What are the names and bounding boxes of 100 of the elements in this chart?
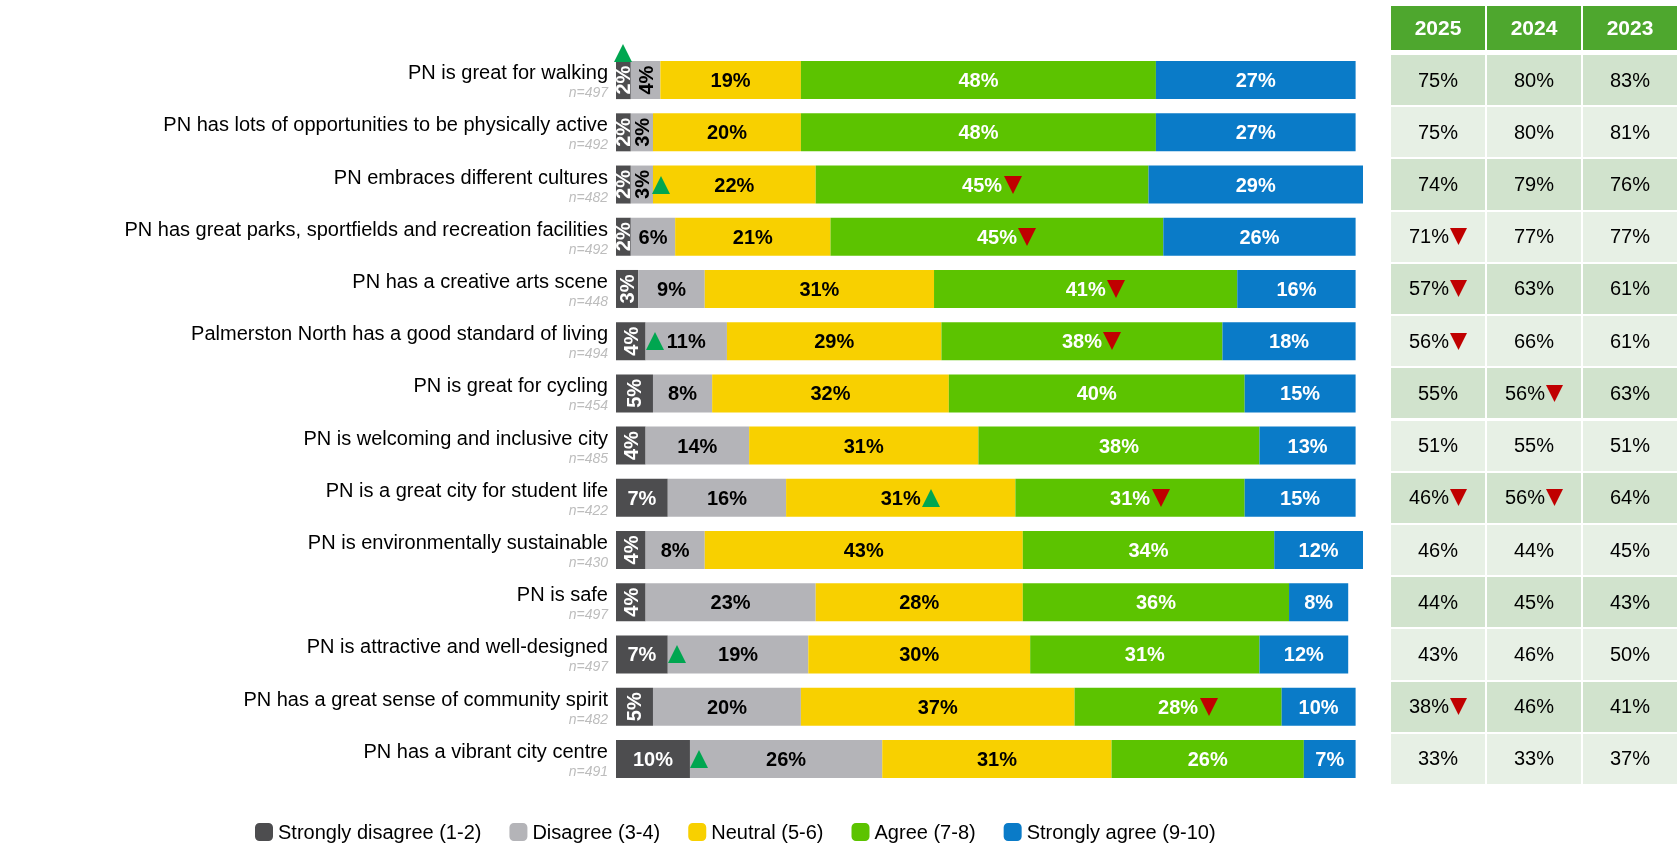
text: 45% [1609,538,1651,561]
data-label: 9% [657,277,687,300]
text: 80% [1513,120,1555,143]
text: 46% [1513,642,1555,665]
data-label: 31% [1110,486,1151,509]
data-label: 4% [634,65,657,95]
text: 33% [1513,747,1555,770]
bar [815,165,1149,204]
text: n=422 [568,501,609,518]
text: 43% [1417,642,1459,665]
bar [786,478,1016,517]
y-tick-label: PN embraces different cultures [333,165,608,188]
bar [652,687,801,726]
text: 80% [1513,68,1555,91]
data-label: 27% [1235,69,1276,92]
bar [830,217,1164,256]
bar [978,426,1260,465]
data-label: 4% [619,587,642,617]
category-label: 2025 [1391,6,1485,50]
text: 37% [1609,747,1651,770]
data-label: 16% [706,486,748,509]
bar [689,739,883,778]
legend-label: Strongly agree (9-10) [1026,821,1216,843]
text: 45% [1513,590,1555,613]
data-label: 43% [843,539,884,562]
data-label: 23% [710,591,751,614]
text: n=430 [568,554,609,571]
bar [808,635,1031,674]
y-tick-label: PN is great for walking [407,61,608,84]
bar [1155,113,1356,152]
bar [1111,739,1304,778]
bar [652,165,816,204]
bar [1148,165,1363,204]
data-label: 15% [1280,486,1321,509]
bar [704,269,935,308]
y-tick-label: PN is attractive and well-designed [306,635,608,658]
data-label: 31% [880,486,921,509]
text: 66% [1513,329,1555,352]
y-tick-label: PN is safe [516,583,608,606]
bar [882,739,1112,778]
bar [934,269,1238,308]
data-label: 5% [623,378,646,408]
bar [1222,322,1356,361]
data-label: 12% [1298,539,1339,562]
bar [1244,478,1356,517]
text: 77% [1609,225,1651,248]
text: 33% [1417,747,1459,770]
text: 63% [1513,277,1555,300]
y-tick-label: PN has great parks, sportfields and recreation facilities [124,217,608,240]
text: n=494 [568,345,609,362]
text: n=492 [568,136,609,153]
text: n=492 [568,240,609,257]
text: 76% [1609,173,1651,196]
bar [948,374,1245,413]
text: n=482 [568,188,609,205]
text: 44% [1417,590,1459,613]
data-label: 22% [714,173,755,196]
data-label: 5% [623,692,646,722]
bar [675,217,831,256]
bar [645,426,750,465]
data-label: 2% [612,65,635,95]
bar [667,478,787,517]
text: 77% [1513,225,1555,248]
text: n=448 [568,292,609,309]
bar [1259,635,1349,674]
bar [1244,374,1356,413]
data-label: 27% [1235,121,1276,144]
text: 83% [1609,68,1651,91]
text: 81% [1609,120,1651,143]
bar [800,61,1156,100]
text: n=497 [568,658,610,675]
data-label: 4% [619,430,642,461]
data-label: 13% [1287,434,1328,457]
y-tick-label: PN has a creative arts scene [352,269,608,292]
bar [726,322,942,361]
text: 56% [1504,381,1546,404]
legend-label: Strongly disagree (1-2) [278,821,482,843]
text: 46% [1417,538,1459,561]
bar [652,113,801,152]
bar [638,269,705,308]
data-label: 34% [1128,539,1169,562]
data-label: 4% [619,535,642,565]
bar [1030,635,1260,674]
legend-label: Agree (7-8) [874,821,976,843]
data-label: 12% [1283,643,1325,666]
text: 51% [1609,434,1651,457]
data-label: 16% [1276,277,1317,300]
data-label: 38% [1098,434,1140,457]
bar [1022,583,1290,622]
bar [1155,61,1356,100]
bar [1274,531,1363,570]
bar [645,583,816,622]
y-tick-label: PN has a great sense of community spirit [243,687,609,710]
data-label: 31% [799,277,840,300]
data-label: 30% [899,643,940,666]
data-label: 8% [1304,591,1334,614]
data-label: 41% [1065,277,1106,300]
y-tick-label: PN is environmentally sustainable [307,531,608,554]
bar [800,687,1075,726]
bar [1015,478,1245,517]
